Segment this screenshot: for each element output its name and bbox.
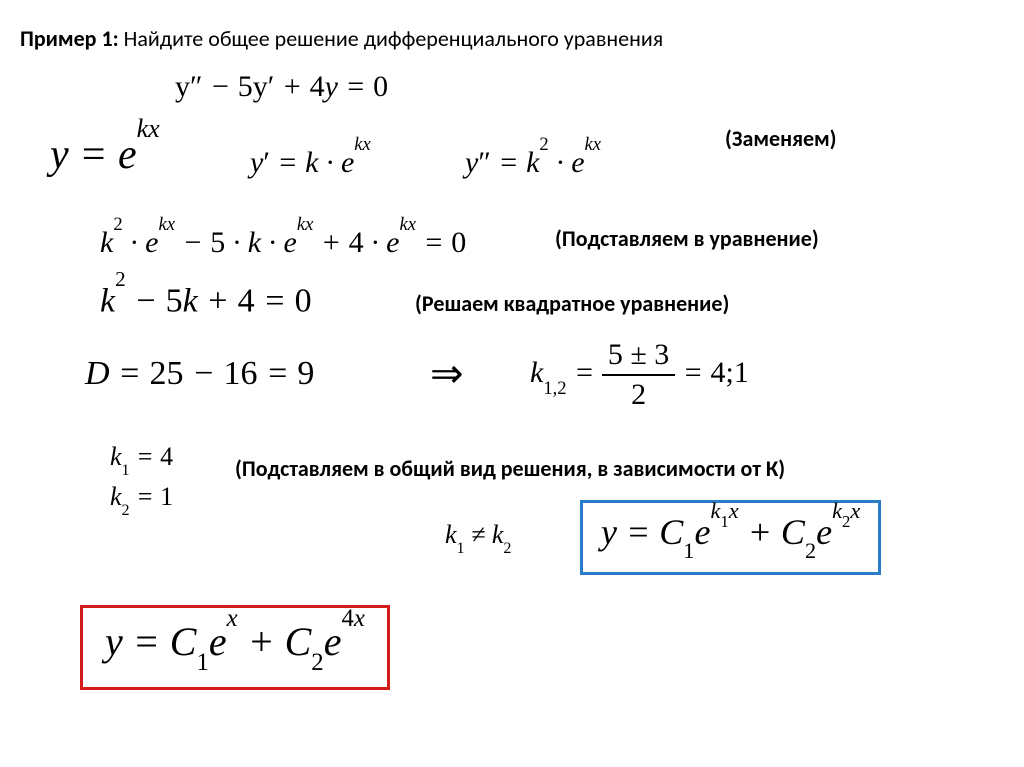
implies-arrow: ⇒: [430, 350, 464, 397]
k12-suffix: = 4;1: [683, 356, 749, 389]
eq-ypp-sub: y″ = k2 · ekx: [465, 145, 601, 180]
ann-solve-quad: (Решаем квадратное уравнение): [415, 290, 729, 317]
eq-general-form: y = C1ek1x + C2ek2x: [601, 511, 860, 558]
title-bold: Пример 1:: [20, 25, 119, 52]
page-title: Пример 1: Найдите общее решение дифферен…: [20, 25, 663, 52]
eq-char-expanded: k2 · ekx − 5 · k · ekx + 4 · ekx = 0: [100, 225, 466, 260]
eq-y-sub: y = ekx: [50, 130, 160, 179]
eq-k1: k1 = 4: [110, 442, 173, 476]
k12-denominator: 2: [602, 378, 675, 412]
k12-fraction: 5 ± 3 2: [602, 338, 675, 412]
eq-k2: k2 = 1: [110, 482, 173, 516]
title-rest: Найдите общее решение дифференциального …: [119, 25, 663, 52]
eq-main-de: y″ − 5y′ + 4y = 0: [175, 70, 388, 104]
k12-numerator: 5 ± 3: [602, 338, 675, 372]
k12-prefix: k1,2 =: [530, 356, 602, 389]
final-answer-box: y = C1ex + C2e4x: [80, 605, 390, 690]
eq-k-neq: k1 ≠ k2: [445, 520, 511, 554]
eq-char: k2 − 5k + 4 = 0: [100, 280, 312, 320]
eq-k12: k1,2 = 5 ± 3 2 = 4;1: [530, 338, 749, 412]
eq-yp-sub: y′ = k · ekx: [250, 145, 371, 180]
eq-discriminant: D = 25 − 16 = 9: [85, 355, 314, 393]
ann-substitute: (Заменяем): [725, 125, 837, 152]
ann-plug-in: (Подставляем в уравнение): [555, 225, 819, 252]
ann-plug-solution: (Подставляем в общий вид решения, в зави…: [235, 455, 785, 482]
general-form-box: y = C1ek1x + C2ek2x: [580, 500, 881, 575]
eq-final-answer: y = C1ex + C2e4x: [105, 618, 365, 671]
